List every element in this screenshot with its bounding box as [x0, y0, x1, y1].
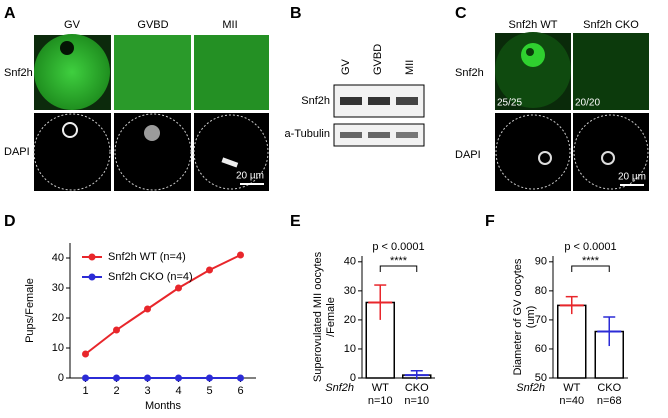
panel-label: D	[4, 213, 16, 230]
row-label: Snf2h	[301, 95, 330, 107]
point	[237, 374, 244, 382]
sig-bracket	[571, 265, 610, 272]
col-label: Snf2h CKO	[583, 19, 639, 31]
row-label: DAPI	[455, 149, 481, 161]
y-tick-label: 30	[344, 285, 356, 297]
x-tick-label: CKO	[597, 382, 621, 394]
y-tick-label: 10	[52, 342, 64, 354]
y-axis-label: Pups/Female	[24, 278, 36, 343]
y-tick-label: 50	[535, 372, 547, 384]
bar	[557, 304, 587, 379]
y-tick-label: 10	[344, 343, 356, 355]
p-label: p < 0.0001	[372, 241, 424, 253]
row-label: Snf2h	[4, 67, 33, 79]
point	[113, 326, 120, 334]
x-tick-label: 5	[206, 385, 212, 397]
count-label: 20/20	[575, 98, 600, 109]
blot	[333, 84, 425, 147]
p-label: p < 0.0001	[564, 241, 616, 253]
x-tick-label: 6	[237, 385, 243, 397]
y-tick-label: 60	[535, 343, 547, 355]
y-axis-label: Superovulated MII oocytes	[312, 251, 324, 382]
sig-bracket	[379, 265, 418, 272]
legend-marker	[88, 253, 96, 261]
y-tick-label: 40	[52, 252, 64, 264]
col-label: MII	[222, 19, 237, 31]
panel-label: A	[4, 5, 16, 22]
panel-label: B	[290, 5, 302, 22]
col-label: Snf2h WT	[509, 19, 558, 31]
series-line	[84, 254, 241, 355]
x-tick-label: CKO	[405, 382, 429, 394]
y-tick-label: 80	[535, 285, 547, 297]
col-label: GV	[64, 19, 81, 31]
legend-label: Snf2h CKO (n=4)	[108, 271, 193, 283]
n-label: n=40	[559, 395, 584, 407]
x-tick-label: 3	[144, 385, 150, 397]
sig-label: ****	[390, 255, 408, 267]
micrographs	[495, 32, 649, 191]
group-label: Snf2h	[325, 382, 354, 394]
col-label: GVBD	[372, 44, 384, 75]
col-label: GV	[340, 58, 352, 75]
point	[82, 374, 89, 382]
y-axis-label: /Female	[325, 297, 337, 337]
scale-label: 20 µm	[236, 171, 264, 182]
y-axis-label: (um)	[525, 306, 537, 329]
x-tick-label: WT	[372, 382, 389, 394]
point	[206, 266, 213, 274]
y-tick-label: 0	[58, 372, 64, 384]
col-label: MII	[404, 60, 416, 75]
point	[175, 284, 182, 292]
x-tick-label: 4	[175, 385, 181, 397]
y-tick-label: 30	[52, 282, 64, 294]
n-label: n=10	[404, 395, 429, 407]
count-label: 25/25	[497, 98, 522, 109]
sig-label: ****	[582, 255, 600, 267]
y-tick-label: 20	[52, 312, 64, 324]
point	[175, 374, 182, 382]
legend-marker	[88, 273, 96, 281]
point	[82, 350, 89, 358]
x-axis-label: Months	[145, 400, 182, 412]
panel-label: E	[290, 213, 301, 230]
scale-label: 20 µm	[618, 172, 646, 183]
y-tick-label: 70	[535, 314, 547, 326]
n-label: n=68	[597, 395, 622, 407]
y-tick-label: 40	[344, 256, 356, 268]
point	[237, 251, 244, 259]
row-label: Snf2h	[455, 67, 484, 79]
x-tick-label: WT	[563, 382, 580, 394]
panel-label: C	[455, 5, 467, 22]
row-label: a-Tubulin	[285, 128, 330, 140]
col-label: GVBD	[137, 19, 168, 31]
y-axis-label: Diameter of GV oocytes	[512, 258, 524, 375]
x-tick-label: 1	[82, 385, 88, 397]
x-tick-label: 2	[113, 385, 119, 397]
micrographs	[33, 34, 269, 191]
point	[206, 374, 213, 382]
point	[144, 374, 151, 382]
y-tick-label: 20	[344, 314, 356, 326]
group-label: Snf2h	[516, 382, 545, 394]
n-label: n=10	[368, 395, 393, 407]
panel-label: F	[485, 213, 495, 230]
point	[113, 374, 120, 382]
y-tick-label: 90	[535, 256, 547, 268]
point	[144, 305, 151, 313]
legend-label: Snf2h WT (n=4)	[108, 251, 186, 263]
row-label: DAPI	[4, 146, 30, 158]
y-tick-label: 0	[350, 372, 356, 384]
